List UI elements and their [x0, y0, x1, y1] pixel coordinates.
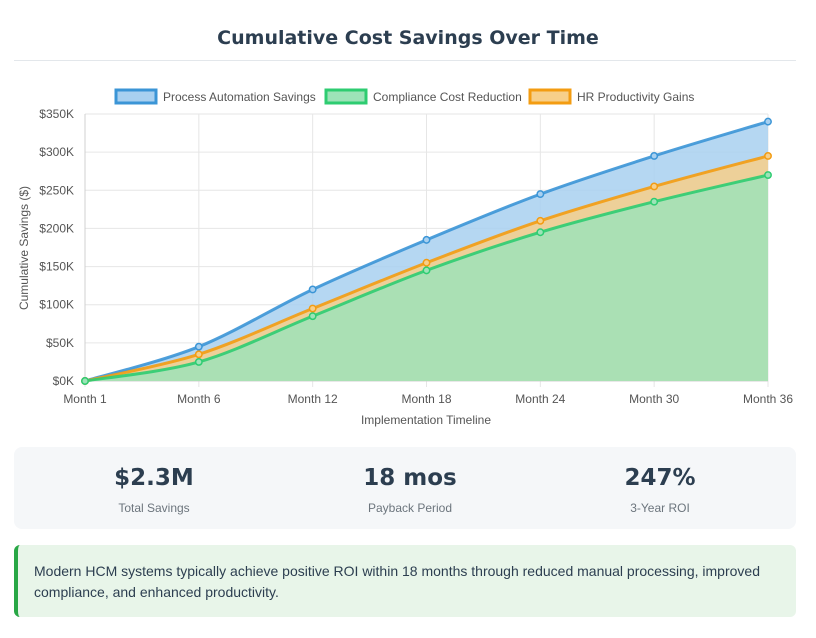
x-tick-label: Month 18: [401, 392, 451, 406]
data-point: [308, 312, 317, 321]
y-tick-label: $250K: [39, 183, 74, 197]
x-tick-label: Month 24: [515, 392, 565, 406]
x-axis: Month 1 Month 6 Month 12 Month 18 Month 24 Mo…: [63, 392, 793, 406]
x-tick-label: Month 12: [288, 392, 338, 406]
data-point: [650, 152, 659, 160]
title-divider: [14, 60, 796, 61]
data-point: [194, 342, 203, 351]
y-tick-label: $0K: [53, 374, 74, 388]
legend-label: Process Automation Savings: [163, 90, 316, 104]
y-tick-label: $200K: [39, 221, 74, 235]
data-point: [536, 216, 545, 225]
y-tick-label: $300K: [39, 145, 74, 159]
x-tick-label: Month 6: [177, 392, 221, 406]
data-point: [81, 377, 89, 385]
summary-stats: $2.3M Total Savings 18 mos Payback Perio…: [14, 447, 796, 529]
legend-label: Compliance Cost Reduction: [373, 90, 522, 104]
y-axis: $0K $50K $100K $150K $200K $250K $300K $350K: [39, 107, 74, 388]
data-point: [308, 304, 317, 313]
y-tick-label: $350K: [39, 107, 74, 121]
data-point: [536, 190, 545, 199]
stat-label: 3-Year ROI: [630, 501, 690, 515]
data-point: [650, 182, 659, 191]
stat-value: $2.3M: [114, 465, 194, 491]
legend-swatch: [324, 88, 368, 105]
data-point: [764, 171, 772, 179]
y-tick-label: $150K: [39, 260, 74, 274]
y-tick-label: $100K: [39, 298, 74, 312]
data-point: [536, 228, 545, 237]
legend-swatch: [528, 88, 572, 105]
x-tick-label: Month 30: [629, 392, 679, 406]
x-tick-label: Month 36: [743, 392, 793, 406]
stat-value: 18 mos: [363, 465, 457, 491]
data-point: [194, 350, 203, 359]
series-area: [85, 175, 768, 381]
data-point: [422, 266, 431, 275]
data-point: [764, 117, 772, 126]
data-point: [422, 258, 431, 267]
chart-title: Cumulative Cost Savings Over Time: [217, 27, 599, 49]
x-tick-label: Month 1: [63, 392, 107, 406]
chart-legend: Process Automation Savings Compliance Cos…: [114, 88, 694, 105]
legend-label: HR Productivity Gains: [577, 90, 694, 104]
stat-value: 247%: [624, 465, 696, 491]
stat-label: Total Savings: [118, 501, 190, 515]
data-point: [308, 285, 317, 294]
data-point: [650, 197, 659, 206]
stat-label: Payback Period: [367, 501, 453, 515]
y-axis-label: Cumulative Savings ($): [17, 186, 31, 310]
data-point: [764, 152, 772, 160]
x-axis-label: Implementation Timeline: [361, 413, 491, 427]
data-point: [422, 235, 431, 244]
savings-area-chart: $0K $50K $100K $150K $200K $250K $300K $350K Mo…: [17, 88, 793, 427]
y-tick-label: $50K: [46, 336, 74, 350]
roi-insight-note: Modern HCM systems typically achieve pos…: [14, 545, 796, 617]
data-point: [194, 357, 203, 366]
legend-swatch: [114, 88, 158, 105]
chart-points: [81, 117, 772, 385]
